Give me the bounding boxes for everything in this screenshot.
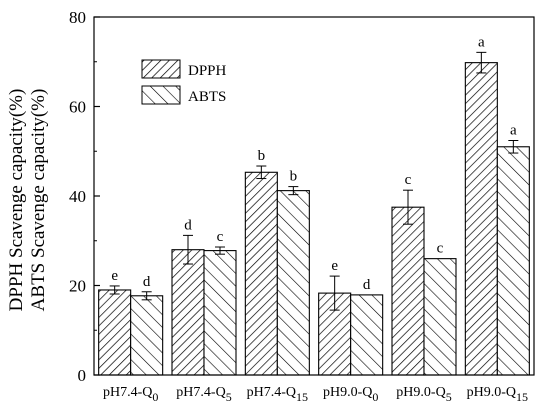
category-labels: pH7.4-Q0 pH7.4-Q5 pH7.4-Q15 pH9.0-Q0 pH9.0-Q…: [103, 385, 528, 404]
bar-dpph: [244, 171, 278, 376]
y-tick-label: 80: [69, 8, 86, 27]
significance-label: d: [363, 277, 371, 293]
significance-label: c: [217, 229, 224, 245]
bar-dpph: [464, 62, 498, 376]
y-tick-label: 0: [78, 366, 87, 385]
bar-abts: [130, 295, 164, 376]
bar-abts: [496, 146, 530, 376]
significance-label: e: [111, 268, 118, 284]
y-axis-ticks: 0 20 40 60 80: [69, 8, 100, 385]
bar-abts: [350, 294, 384, 376]
category-label: pH9.0-Q0: [323, 385, 378, 404]
significance-label: b: [290, 169, 298, 185]
significance-label: a: [478, 34, 485, 50]
category-label: pH7.4-Q5: [176, 385, 231, 404]
legend-swatch-abts: [141, 85, 181, 105]
significance-label: e: [331, 258, 338, 274]
bar-dpph: [98, 289, 132, 376]
significance-label: d: [143, 274, 151, 290]
y-axis-label-line-1: DPPH Scavenge capacity(%): [6, 89, 27, 312]
significance-label: c: [437, 241, 444, 257]
plot-frame: [93, 16, 535, 376]
y-axis-label-line-2: ABTS Scavenge capacity(%): [28, 89, 49, 312]
significance-label: b: [258, 148, 266, 164]
bar-abts: [203, 250, 237, 376]
significance-label: a: [510, 123, 517, 139]
significance-label: c: [405, 172, 412, 188]
category-label: pH7.4-Q0: [103, 385, 158, 404]
bar-abts: [276, 190, 310, 376]
bar-series-group: e d d c b b e d c c a a: [98, 34, 530, 376]
y-tick-label: 40: [69, 187, 86, 206]
category-label: pH9.0-Q15: [467, 385, 528, 404]
y-tick-label: 60: [69, 98, 86, 117]
y-axis-label: DPPH Scavenge capacity(%) ABTS Scavenge …: [6, 89, 49, 312]
category-label: pH9.0-Q5: [396, 385, 451, 404]
bar-dpph: [171, 249, 205, 376]
legend-swatch-dpph: [141, 59, 181, 79]
bar-dpph: [391, 206, 425, 376]
category-label: pH7.4-Q15: [247, 385, 308, 404]
bar-abts: [423, 258, 457, 376]
legend-label-abts: ABTS: [188, 89, 226, 105]
legend: DPPH ABTS: [141, 59, 227, 105]
significance-label: d: [184, 217, 192, 233]
y-tick-label: 20: [69, 277, 86, 296]
legend-label-dpph: DPPH: [188, 63, 227, 79]
